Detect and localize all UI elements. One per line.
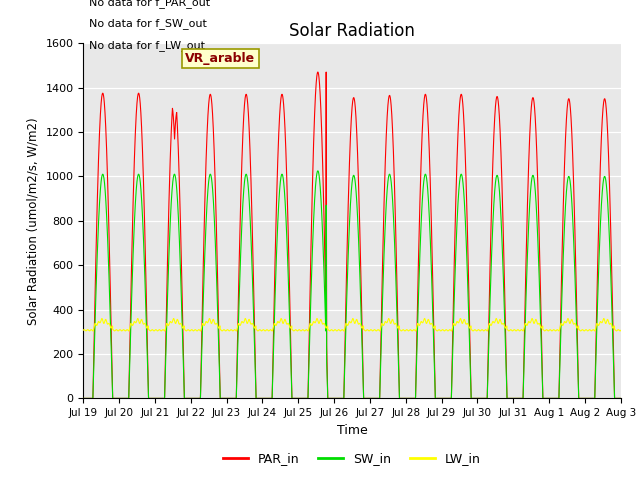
SW_in xyxy=(176,248,184,254)
PAR_in xyxy=(323,69,330,75)
Line: PAR_in: PAR_in xyxy=(83,72,621,398)
LW_in xyxy=(98,315,106,321)
Text: VR_arable: VR_arable xyxy=(186,52,255,65)
Text: No data for f_SW_out: No data for f_SW_out xyxy=(88,18,207,29)
LW_in xyxy=(473,328,481,334)
PAR_in xyxy=(443,396,451,401)
PAR_in xyxy=(617,396,625,401)
Text: No data for f_LW_out: No data for f_LW_out xyxy=(88,40,205,50)
SW_in xyxy=(443,396,451,401)
PAR_in xyxy=(176,195,184,201)
SW_in xyxy=(332,396,340,401)
PAR_in xyxy=(332,396,340,401)
SW_in xyxy=(503,395,511,401)
LW_in xyxy=(617,327,625,333)
SW_in xyxy=(617,396,625,401)
PAR_in xyxy=(503,395,511,400)
Line: SW_in: SW_in xyxy=(83,171,621,398)
Y-axis label: Solar Radiation (umol/m2/s, W/m2): Solar Radiation (umol/m2/s, W/m2) xyxy=(27,117,40,324)
Text: No data for f_PAR_out: No data for f_PAR_out xyxy=(88,0,210,8)
PAR_in xyxy=(472,396,480,401)
LW_in xyxy=(503,327,511,333)
Title: Solar Radiation: Solar Radiation xyxy=(289,22,415,40)
SW_in xyxy=(472,396,480,401)
LW_in xyxy=(176,321,184,327)
SW_in xyxy=(79,396,87,401)
LW_in xyxy=(616,328,624,334)
SW_in xyxy=(616,396,624,401)
LW_in xyxy=(443,327,451,333)
X-axis label: Time: Time xyxy=(337,424,367,437)
SW_in xyxy=(314,168,322,174)
PAR_in xyxy=(616,396,624,401)
PAR_in xyxy=(79,396,87,401)
Legend: PAR_in, SW_in, LW_in: PAR_in, SW_in, LW_in xyxy=(218,447,486,470)
LW_in xyxy=(89,328,97,334)
LW_in xyxy=(79,327,87,333)
Line: LW_in: LW_in xyxy=(83,318,621,331)
LW_in xyxy=(332,327,340,333)
